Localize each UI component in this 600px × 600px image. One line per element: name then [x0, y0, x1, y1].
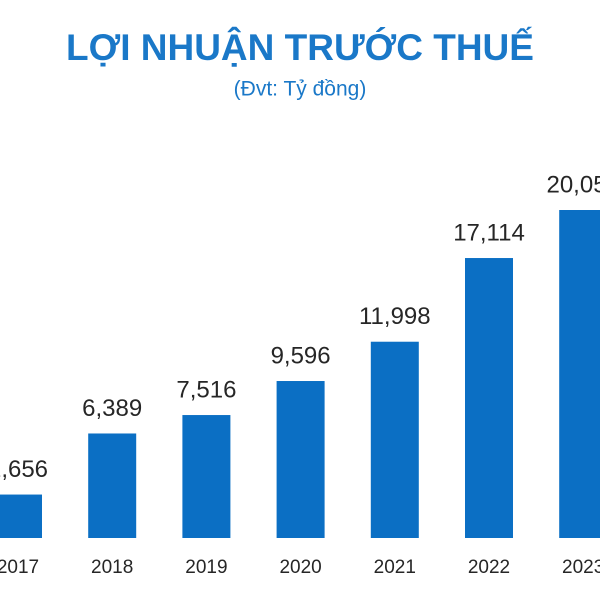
- x-tick-label: 2023: [562, 557, 600, 578]
- bar: [559, 210, 600, 538]
- value-label: 17,114: [453, 219, 525, 246]
- bar: [88, 433, 137, 538]
- bar: [182, 415, 231, 538]
- x-tick-label: 2021: [374, 557, 416, 578]
- x-tick-label: 2022: [468, 557, 510, 578]
- value-label: 11,998: [359, 303, 431, 330]
- value-label: 2,656: [0, 456, 48, 483]
- value-label: 9,596: [271, 342, 331, 369]
- bar: [370, 341, 419, 538]
- x-tick-label: 2017: [0, 557, 39, 578]
- x-tick-label: 2018: [91, 557, 133, 578]
- value-label: 20,050: [546, 171, 600, 198]
- chart-title: LỢI NHUẬN TRƯỚC THUẾ: [66, 26, 534, 68]
- bar: [276, 381, 325, 538]
- value-label: 7,516: [176, 376, 236, 403]
- chart-subtitle: (Đvt: Tỷ đồng): [234, 78, 367, 101]
- bar: [465, 258, 513, 538]
- bar: [0, 494, 42, 538]
- x-tick-label: 2019: [185, 557, 227, 578]
- x-tick-label: 2020: [279, 557, 321, 578]
- value-label: 6,389: [82, 395, 142, 422]
